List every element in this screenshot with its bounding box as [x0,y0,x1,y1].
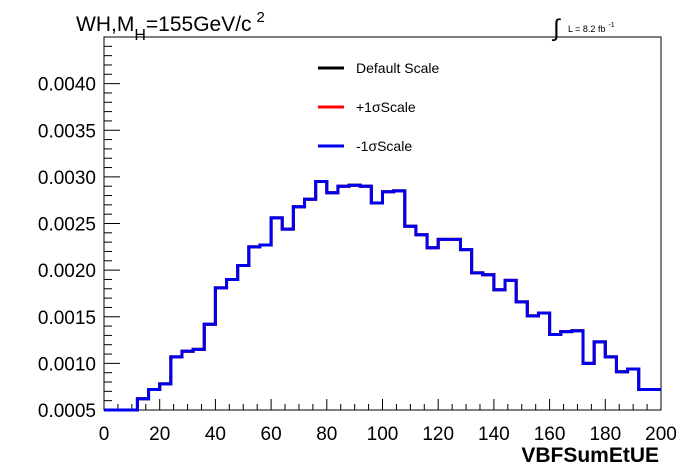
x-tick-label: 20 [149,424,170,445]
y-axis: 0.0005 0.0010 0.0015 0.0020 0.0025 0.0030 0.00… [38,36,120,422]
y-tick-label: 0.0005 [38,401,96,422]
x-tick-label: 100 [367,424,399,445]
x-tick-label: 40 [205,424,226,445]
y-tick-label: 0.0030 [38,168,96,189]
legend-label-default: Default Scale [356,60,439,76]
x-tick-label: 120 [422,424,454,445]
y-tick-label: 0.0035 [38,121,96,142]
y-tick-label: 0.0040 [38,75,96,96]
x-axis: 0 20 40 60 80 100 120 140 160 180 200 [99,399,677,445]
title-superscript: 2 [257,9,265,26]
x-tick-label: 80 [316,424,337,445]
y-tick-label: 0.0010 [38,354,96,375]
legend-label-minus-sigma: -1σScale [356,138,412,154]
legend-label-plus-sigma: +1σScale [356,99,416,115]
y-tick-label: 0.0025 [38,215,96,236]
x-axis-title: VBFSumEtUE [521,444,659,467]
luminosity-label: L = 8.2 fb -1 [568,22,615,34]
y-tick-label: 0.0020 [38,261,96,282]
y-tick-label: 0.0015 [38,308,96,329]
x-tick-label: 140 [478,424,510,445]
series-histogram-2 [104,180,661,412]
legend: Default Scale +1σScale -1σScale [318,60,439,154]
x-tick-label: 180 [589,424,621,445]
chart-title: WH,MH=155GeV/c 2 [76,9,265,44]
series-histogram-1 [104,180,661,412]
series-histogram-0 [104,180,661,412]
luminosity-integral-symbol: ∫ [551,15,561,42]
title-prefix: WH,M [76,13,134,36]
plot-frame [103,36,662,411]
x-tick-label: 60 [261,424,282,445]
series-layer [104,180,661,412]
luminosity-exponent: -1 [608,22,614,29]
x-tick-label: 160 [534,424,566,445]
x-tick-label: 200 [645,424,677,445]
title-main: =155GeV/c [146,13,252,36]
luminosity-text: L = 8.2 fb [568,24,605,34]
x-tick-label: 0 [99,424,110,445]
title-subscript: H [134,27,146,44]
